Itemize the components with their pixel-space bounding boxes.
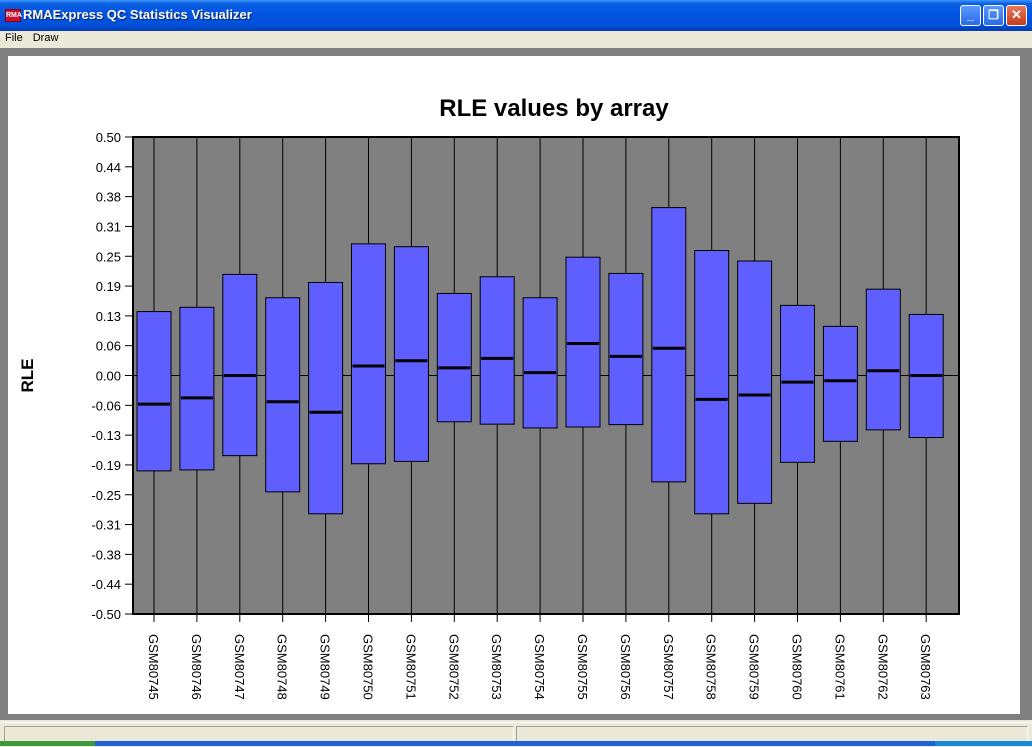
- x-tick-label-GSM80752: GSM80752: [446, 634, 461, 700]
- box-GSM80754: [522, 297, 558, 429]
- x-tick-label-GSM80753: GSM80753: [489, 634, 504, 700]
- box-GSM80761: [822, 325, 858, 442]
- y-tick-label: -0.44: [91, 577, 121, 592]
- y-tick-label: 0.13: [96, 309, 121, 324]
- box-GSM80745: [136, 311, 172, 472]
- title-bar: RMA RMAExpress QC Statistics Visualizer …: [0, 0, 1032, 31]
- y-axis-label: RLE: [18, 359, 37, 393]
- minimize-button[interactable]: _: [960, 5, 981, 26]
- y-tick-label: 0.38: [96, 190, 121, 205]
- box-GSM80757: [651, 207, 687, 483]
- x-tick-label-GSM80760: GSM80760: [790, 634, 805, 700]
- box-GSM80747: [222, 273, 258, 457]
- y-tick-label: -0.19: [91, 458, 121, 473]
- chart-canvas: 0.50 0.44 0.38 0.31 0.25 0.19 0.13 0.06 0.00 -0.0…: [8, 56, 1020, 714]
- x-tick-label-GSM80755: GSM80755: [575, 634, 590, 700]
- y-tick-label: -0.50: [91, 607, 121, 622]
- x-tick-label-GSM80750: GSM80750: [361, 634, 376, 700]
- close-button[interactable]: ✕: [1006, 5, 1027, 26]
- y-tick-label: 0.31: [96, 219, 121, 234]
- y-tick-label: -0.25: [91, 488, 121, 503]
- menu-file[interactable]: File: [5, 32, 23, 44]
- taskbar-strip: [0, 741, 1032, 746]
- x-tick-label-GSM80761: GSM80761: [832, 634, 847, 700]
- rle-boxplot-chart: 0.50 0.44 0.38 0.31 0.25 0.19 0.13 0.06 0.00 -0.0…: [18, 95, 960, 700]
- x-tick-label-GSM80762: GSM80762: [875, 634, 890, 700]
- box-GSM80751: [393, 246, 429, 462]
- box-GSM80749: [308, 281, 344, 515]
- menu-bar: File Draw: [0, 31, 1032, 48]
- y-tick-label: 0.25: [96, 249, 121, 264]
- box-GSM80758: [694, 250, 730, 515]
- box-GSM80756: [608, 272, 644, 426]
- x-tick-label-GSM80758: GSM80758: [704, 634, 719, 700]
- window-title: RMAExpress QC Statistics Visualizer: [23, 7, 252, 22]
- x-tick-label-GSM80757: GSM80757: [661, 634, 676, 700]
- x-tick-label-GSM80746: GSM80746: [189, 634, 204, 700]
- box-GSM80760: [780, 304, 815, 463]
- maximize-button[interactable]: ❐: [983, 5, 1004, 26]
- y-tick-label: -0.06: [91, 398, 121, 413]
- y-tick-label: 0.44: [96, 160, 121, 175]
- y-tick-label: 0.00: [96, 369, 121, 384]
- y-tick-label: -0.31: [91, 518, 121, 533]
- x-tick-label-GSM80751: GSM80751: [403, 634, 418, 700]
- x-tick-label-GSM80759: GSM80759: [747, 634, 762, 700]
- x-tick-label-GSM80763: GSM80763: [918, 634, 933, 700]
- box-GSM80746: [179, 306, 215, 471]
- y-tick-label: -0.38: [91, 547, 121, 562]
- app-icon[interactable]: RMA: [5, 9, 22, 22]
- y-tick-label: 0.06: [96, 339, 121, 354]
- box-GSM80748: [265, 297, 301, 493]
- box-GSM80752: [436, 292, 472, 423]
- x-tick-label-GSM80756: GSM80756: [618, 634, 633, 700]
- y-tick-label: 0.19: [96, 279, 121, 294]
- box-GSM80753: [479, 276, 515, 425]
- x-tick-label-GSM80749: GSM80749: [318, 634, 333, 700]
- box-GSM80762: [865, 288, 901, 431]
- box-GSM80759: [737, 260, 773, 504]
- chart-title: RLE values by array: [439, 95, 669, 122]
- y-tick-label: -0.13: [91, 428, 121, 443]
- x-tick-label-GSM80754: GSM80754: [532, 634, 547, 700]
- box-GSM80750: [351, 243, 386, 465]
- x-tick-label-GSM80745: GSM80745: [146, 634, 161, 700]
- x-tick-label-GSM80747: GSM80747: [232, 634, 247, 700]
- x-tick-label-GSM80748: GSM80748: [275, 634, 290, 700]
- y-tick-label: 0.50: [96, 130, 121, 145]
- menu-draw[interactable]: Draw: [32, 32, 59, 44]
